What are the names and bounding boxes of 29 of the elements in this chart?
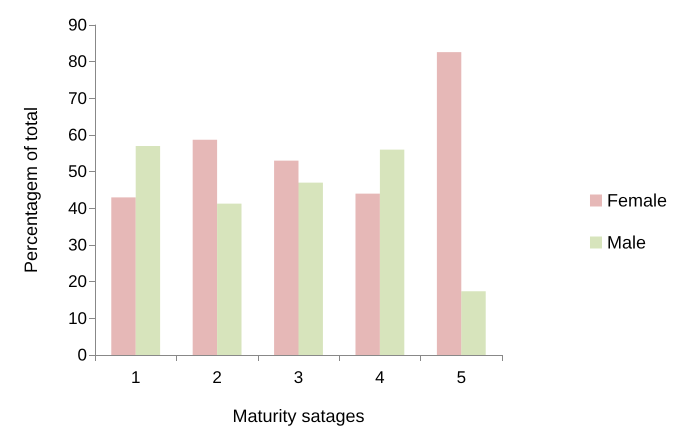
y-tick-label: 50 [68, 162, 87, 182]
x-tick-label: 1 [130, 368, 140, 387]
y-tick-label: 40 [68, 198, 87, 218]
y-tick-label: 30 [68, 236, 87, 254]
bar [298, 182, 323, 355]
bar [355, 194, 380, 355]
y-axis-title: Percentagem of total [21, 106, 41, 274]
legend-label: Male [606, 232, 646, 252]
bar [217, 204, 242, 355]
legend-label: Female [606, 190, 668, 210]
bar [274, 160, 298, 355]
x-tick-label: 2 [212, 368, 222, 387]
x-axis-title: Maturity satages [232, 406, 365, 426]
y-tick-label: 0 [78, 346, 87, 364]
y-tick-label: 60 [68, 126, 87, 144]
bar [192, 140, 218, 355]
y-tick-label: 20 [68, 272, 87, 292]
y-tick-label: 10 [68, 308, 87, 328]
x-tick-label: 3 [294, 368, 304, 387]
bar [461, 291, 486, 355]
x-tick-label: 5 [456, 368, 466, 387]
y-tick-label: 80 [68, 52, 87, 72]
bar [111, 197, 136, 355]
x-tick-label: 4 [375, 368, 385, 387]
bar [380, 150, 404, 355]
bar [436, 52, 462, 355]
y-tick-label: 90 [68, 16, 87, 34]
y-tick-label: 70 [68, 88, 87, 108]
bar [136, 146, 160, 355]
